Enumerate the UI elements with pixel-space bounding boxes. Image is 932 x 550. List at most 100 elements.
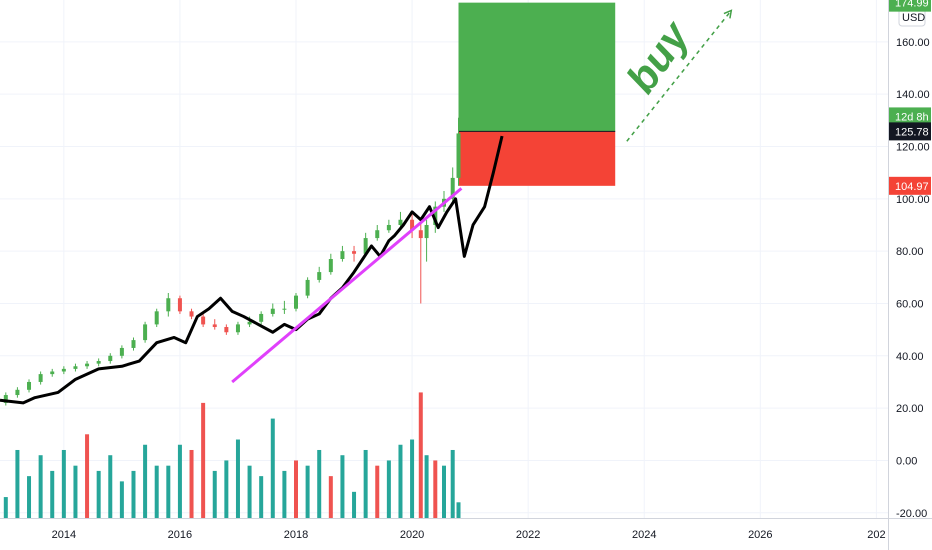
volume-bar (50, 470, 55, 518)
price-tags: 174.99 12d 8h 125.78 104.97 (889, 0, 931, 195)
candle-body (189, 311, 194, 317)
volume-bars (3, 392, 461, 518)
arrow-shaft (626, 9, 732, 142)
price-axis[interactable]: 160.00 140.00 120.00 100.00 80.00 60.00 40.00 2… (888, 0, 932, 550)
volume-bar (189, 449, 194, 518)
candle-body (386, 224, 391, 231)
y-tick-label: 120.00 (896, 142, 930, 154)
candle-body (328, 259, 333, 273)
y-tick-label: 0.00 (896, 455, 917, 467)
candle-body (85, 363, 90, 367)
volume-bar (456, 502, 461, 518)
candle-body (212, 324, 217, 328)
volume-bar (166, 465, 171, 518)
volume-bar (15, 449, 20, 518)
volume-bar (259, 476, 264, 518)
candle-body (418, 230, 423, 239)
candle-body (450, 177, 455, 199)
candle-body (3, 395, 8, 403)
candle-body (410, 219, 415, 231)
volume-bar (410, 439, 415, 518)
y-tick-label: 160.00 (896, 37, 930, 49)
candle-body (131, 340, 136, 348)
candle-body (224, 327, 229, 333)
x-tick-label: 2024 (632, 529, 656, 541)
candle-body (424, 224, 429, 239)
stop-zone (458, 131, 616, 186)
candle-body (119, 347, 124, 356)
projection-arrow[interactable] (626, 9, 733, 142)
volume-bar (235, 439, 240, 518)
candle-body (154, 311, 159, 325)
target-price-tag: 174.99 (895, 0, 929, 10)
volume-bar (424, 455, 429, 518)
stop-price-tag-bg (889, 176, 931, 195)
candle-body (259, 313, 264, 322)
volume-bar (61, 449, 66, 518)
candle-body (143, 324, 148, 341)
y-tick-label: -20.00 (896, 508, 927, 520)
volume-bar (143, 444, 148, 518)
x-tick-label: 2020 (400, 529, 424, 541)
candle-body (398, 219, 403, 225)
y-tick-label: 100.00 (896, 194, 930, 206)
volume-bar (96, 470, 101, 518)
candle-body (96, 361, 101, 364)
target-price-tag-bg (889, 0, 931, 12)
current-price-tag: 125.78 (895, 126, 929, 138)
y-tick-label: 20.00 (896, 403, 924, 415)
volume-bar (119, 481, 124, 518)
volume-bar (363, 449, 368, 518)
volume-bar (418, 392, 423, 518)
currency-label: USD (902, 12, 925, 24)
candle-body (282, 308, 287, 310)
volume-bar (386, 460, 391, 518)
countdown-tag: 12d 8h (895, 111, 929, 123)
overlay-polyline (0, 135, 504, 405)
volume-bar (38, 455, 43, 518)
candle-body (363, 238, 368, 254)
candle-body (38, 374, 43, 382)
volume-bar (85, 434, 90, 518)
candle-body (235, 324, 240, 333)
volume-bar (224, 460, 229, 518)
candle-body (27, 381, 32, 390)
volume-bar (177, 444, 182, 518)
candle-body (61, 368, 66, 372)
candle-body (247, 321, 252, 325)
trendline-drawing[interactable] (231, 187, 463, 384)
volume-bar (247, 465, 252, 518)
y-tick-label: 40.00 (896, 351, 924, 363)
volume-bar (131, 470, 136, 518)
chart-grid (0, 0, 888, 518)
volume-bar (328, 476, 333, 518)
time-axis[interactable]: 2014 2016 2018 2020 2022 2024 2026 202 (0, 518, 932, 542)
volume-bar (27, 476, 32, 518)
candle-body (305, 279, 310, 296)
volume-bar (270, 418, 275, 518)
candle-body (317, 272, 322, 280)
candle-body (375, 230, 380, 239)
countdown-tag-bg (889, 107, 931, 126)
candlestick-series (3, 117, 461, 406)
volume-bar (212, 470, 217, 518)
long-position-tool[interactable] (458, 2, 616, 186)
candle-body (433, 206, 438, 225)
volume-bar (442, 465, 446, 518)
volume-bar (398, 444, 403, 518)
volume-bar (108, 455, 113, 518)
candle-body (340, 251, 345, 259)
target-zone (458, 2, 616, 132)
y-tick-label: 60.00 (896, 298, 924, 310)
buy-annotation[interactable]: buy (617, 11, 700, 101)
x-tick-label: 2022 (516, 529, 540, 541)
volume-bar (375, 465, 380, 518)
volume-bar (154, 465, 159, 518)
candle-body (73, 366, 78, 369)
y-tick-label: 80.00 (896, 246, 924, 258)
candle-body (177, 298, 182, 312)
x-tick-label: 2026 (748, 529, 772, 541)
x-tick-label: 2016 (168, 529, 192, 541)
candle-body (352, 251, 357, 254)
